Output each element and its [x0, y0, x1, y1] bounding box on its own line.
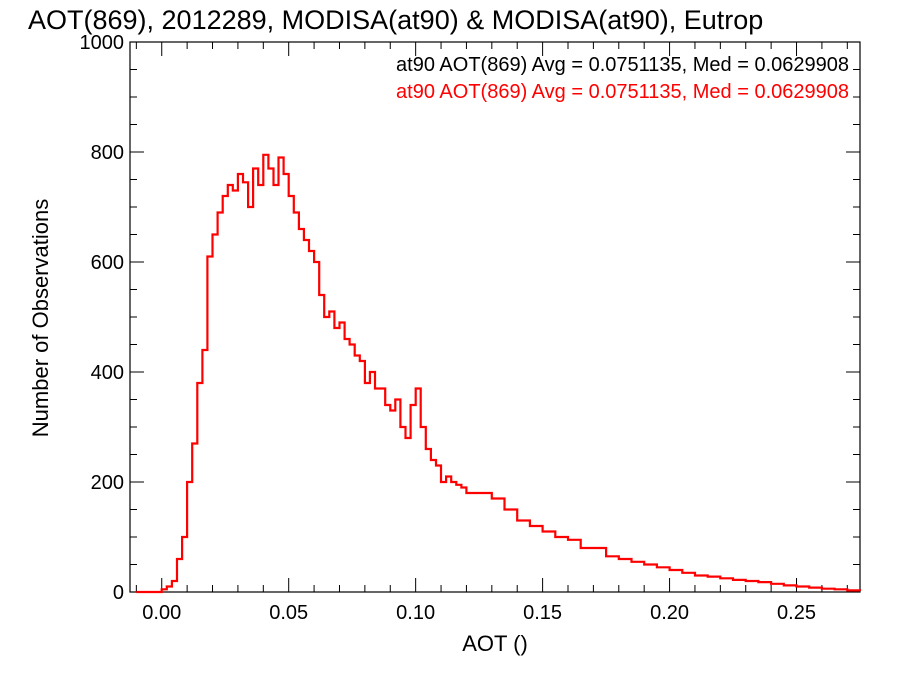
- y-axis-label: Number of Observations: [28, 199, 53, 437]
- y-tick-label: 0: [113, 582, 124, 604]
- x-tick-label: 0.10: [396, 602, 435, 624]
- series-line-red: [136, 153, 862, 594]
- y-tick-label: 600: [91, 252, 124, 274]
- y-tick-label: 1000: [80, 32, 125, 54]
- annotation-stats-red: at90 AOT(869) Avg = 0.0751135, Med = 0.0…: [396, 81, 849, 103]
- x-tick-label: 0.25: [777, 602, 816, 624]
- y-tick-label: 800: [91, 142, 124, 164]
- y-axis-ticks: 0 200 400 600 800 1000: [80, 32, 860, 604]
- plot-border: [129, 41, 861, 593]
- y-tick-label: 200: [91, 472, 124, 494]
- series-line-black: [136, 154, 861, 593]
- x-tick-label: 0.00: [142, 602, 181, 624]
- x-tick-label: 0.05: [269, 602, 308, 624]
- chart-title: AOT(869), 2012289, MODISA(at90) & MODISA…: [28, 5, 763, 35]
- series-layer: [136, 153, 862, 594]
- x-tick-label: 0.20: [650, 602, 689, 624]
- plot-frame: [129, 41, 861, 593]
- x-axis-ticks: 0.00 0.05 0.10 0.15 0.20 0.25: [135, 42, 848, 624]
- x-tick-label: 0.15: [523, 602, 562, 624]
- x-axis-label: AOT (): [462, 631, 528, 656]
- annotation-stats-black: at90 AOT(869) Avg = 0.0751135, Med = 0.0…: [396, 54, 849, 76]
- y-tick-label: 400: [91, 362, 124, 384]
